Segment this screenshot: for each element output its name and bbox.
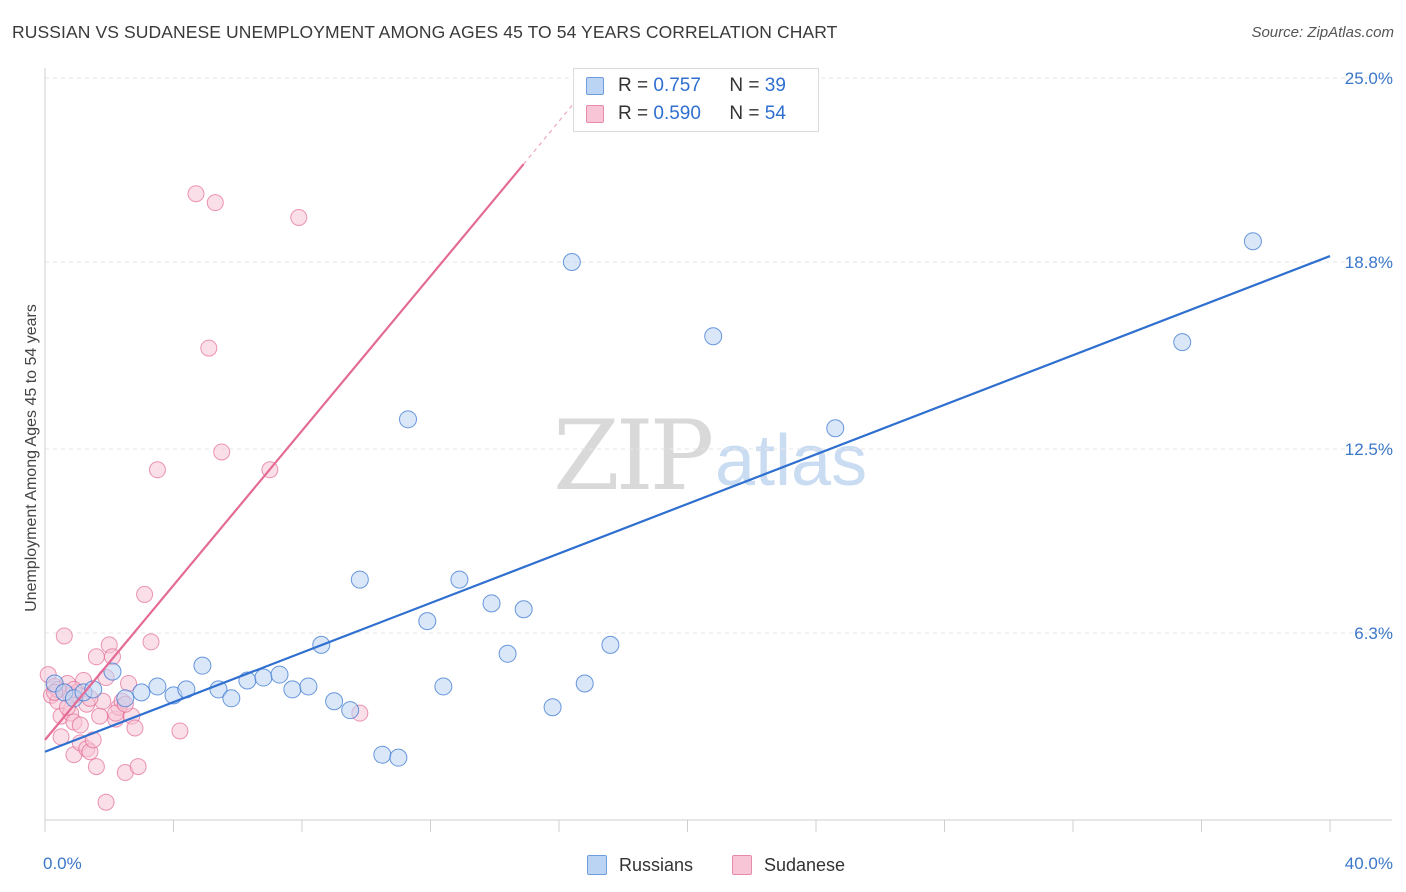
- watermark-zip: ZIP: [553, 400, 714, 512]
- russians-point: [341, 701, 360, 720]
- russians-point: [373, 745, 392, 764]
- source-credit: Source: ZipAtlas.com: [1251, 24, 1394, 41]
- sudanese-point: [97, 793, 115, 811]
- legend-sudanese-swatch: [732, 855, 752, 875]
- legend-russians-swatch: [587, 855, 607, 875]
- russians-point: [299, 677, 318, 696]
- russians-point: [193, 656, 212, 675]
- stats-row-russians: R = 0.757 N = 39: [586, 73, 786, 99]
- sudanese-point: [129, 758, 147, 776]
- sudanese-trend-extension: [523, 101, 576, 165]
- russians-point: [450, 570, 469, 589]
- sudanese-point: [91, 707, 109, 725]
- sudanese-point: [87, 648, 105, 666]
- sudanese-point: [71, 716, 89, 734]
- legend-sudanese[interactable]: Sudanese: [732, 852, 845, 878]
- russians-point: [148, 677, 167, 696]
- russians-point: [482, 594, 501, 613]
- russians-point: [209, 680, 228, 699]
- russians-point: [418, 612, 437, 631]
- russians-point: [116, 689, 135, 708]
- x-tick-label: 40.0%: [1345, 854, 1393, 873]
- y-tick-label: 18.8%: [1345, 253, 1393, 272]
- sudanese-r-label: R =: [618, 103, 649, 124]
- y-tick-label: 25.0%: [1345, 69, 1393, 88]
- y-tick-label: 6.3%: [1354, 624, 1393, 643]
- russians-r-value: 0.757: [653, 75, 701, 96]
- x-tick-label: 0.0%: [43, 854, 82, 873]
- chart-title: RUSSIAN VS SUDANESE UNEMPLOYMENT AMONG A…: [12, 22, 838, 42]
- grid-lines: [45, 77, 1392, 634]
- russians-point: [270, 665, 289, 684]
- russians-point: [1173, 333, 1192, 352]
- russians-point: [601, 635, 620, 654]
- legend-sudanese-label: Sudanese: [764, 854, 846, 875]
- russians-point: [222, 689, 241, 708]
- sudanese-point: [55, 627, 73, 645]
- russians-point: [498, 644, 517, 663]
- trend-lines: [44, 101, 1331, 753]
- russians-n-value: 39: [764, 75, 786, 96]
- sudanese-swatch: [586, 105, 604, 123]
- tick-labels: 6.3% 12.5% 18.8% 25.0% 0.0% 40.0%: [43, 69, 1393, 873]
- sudanese-point: [87, 758, 105, 776]
- russians-point: [434, 677, 453, 696]
- russians-point: [325, 692, 344, 711]
- sudanese-point: [187, 185, 205, 203]
- legend-russians-label: Russians: [619, 854, 694, 875]
- russians-point: [389, 748, 408, 767]
- russians-point: [562, 253, 581, 272]
- russians-point: [514, 600, 533, 619]
- russians-trend-line: [44, 255, 1331, 753]
- sudanese-point: [206, 194, 224, 212]
- russians-point: [575, 674, 594, 693]
- russians-r-label: R =: [618, 75, 649, 96]
- russians-point: [399, 410, 418, 429]
- stats-row-sudanese: R = 0.590 N = 54: [586, 101, 786, 127]
- sudanese-n-label: N =: [729, 103, 760, 124]
- sudanese-point: [200, 339, 218, 357]
- russians-point: [826, 419, 845, 438]
- russians-point: [543, 698, 562, 717]
- sudanese-point: [290, 208, 308, 226]
- sudanese-point: [148, 461, 166, 479]
- russians-point: [132, 683, 151, 702]
- russians-n-label: N =: [729, 75, 760, 96]
- sudanese-trend-line: [44, 163, 525, 741]
- russians-point: [1243, 232, 1262, 251]
- legend-russians[interactable]: Russians: [587, 852, 693, 878]
- sudanese-point: [142, 633, 160, 651]
- russians-points: [45, 232, 1262, 767]
- y-tick-label: 12.5%: [1345, 440, 1393, 459]
- russians-point: [704, 327, 723, 346]
- sudanese-n-value: 54: [764, 103, 786, 124]
- russians-point: [254, 668, 273, 687]
- sudanese-r-value: 0.590: [653, 103, 701, 124]
- axes: [44, 68, 1392, 832]
- sudanese-point: [136, 585, 154, 603]
- sudanese-points: [39, 185, 369, 811]
- sudanese-point: [213, 443, 231, 461]
- sudanese-point: [126, 719, 144, 737]
- russians-point: [283, 680, 302, 699]
- russians-swatch: [586, 77, 604, 95]
- russians-point: [103, 662, 122, 681]
- russians-point: [350, 570, 369, 589]
- stats-box: R = 0.757 N = 39 R = 0.590 N = 54: [573, 68, 819, 132]
- sudanese-point: [171, 722, 189, 740]
